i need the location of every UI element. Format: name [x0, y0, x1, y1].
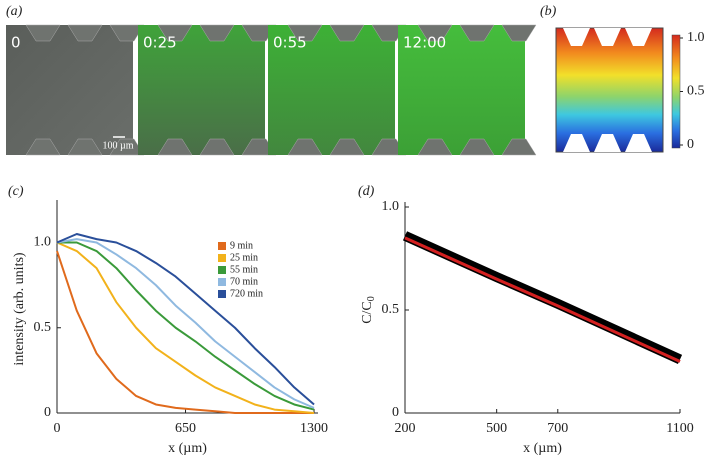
time-label: 12:00 [403, 34, 446, 52]
y-axis-label: C/C0 [360, 296, 377, 324]
y-tick-label: 0 [392, 405, 399, 420]
legend-swatch [218, 266, 226, 274]
y-tick-label: 1.0 [382, 199, 400, 214]
data-line [402, 231, 683, 364]
x-axis-label: x (µm) [523, 441, 562, 456]
colorbar-tick-label: 0.5 [687, 84, 705, 99]
channel-notch [329, 24, 365, 42]
channel-notch [25, 24, 61, 42]
x-tick-label: 700 [547, 421, 568, 436]
x-tick-label: 650 [175, 421, 196, 436]
channel-notch [371, 24, 407, 42]
channel-notch [459, 24, 495, 42]
channel-notch [501, 24, 537, 42]
channel-notch [501, 138, 537, 156]
panel-label: (d) [358, 184, 375, 199]
y-tick-label: 0.5 [34, 320, 52, 335]
x-tick-label: 1100 [666, 421, 693, 436]
panel-label: (c) [8, 184, 24, 199]
channel-notch [417, 24, 453, 42]
channel-notch [109, 24, 145, 42]
channel-notch [157, 24, 193, 42]
channel-notch [287, 138, 323, 156]
micrograph [138, 25, 265, 155]
x-axis-label: x (µm) [168, 441, 207, 456]
channel-notch [157, 138, 193, 156]
y-tick-label: 1.0 [34, 235, 52, 250]
data-line [56, 250, 315, 414]
x-tick-label: 0 [54, 421, 61, 436]
colorbar [671, 34, 681, 149]
legend-label: 55 min [230, 264, 258, 275]
data-line [56, 232, 315, 406]
time-label: 0 [11, 34, 21, 52]
legend-swatch [218, 278, 226, 286]
data-line [56, 238, 315, 409]
channel-notch [417, 138, 453, 156]
x-tick-label: 200 [395, 421, 416, 436]
channel-notch [67, 138, 103, 156]
panel-label: (a) [6, 4, 23, 19]
channel-notch [241, 24, 277, 42]
data-line [404, 236, 681, 363]
x-tick-label: 500 [486, 421, 507, 436]
time-label: 0:55 [273, 34, 307, 52]
legend-swatch [218, 242, 226, 250]
data-line [57, 241, 315, 411]
simulation-map [555, 27, 664, 153]
colorbar-tick-label: 1.0 [687, 30, 705, 45]
scale-bar-label: 100 µm [102, 140, 133, 151]
channel-notch [67, 24, 103, 42]
legend-label: 25 min [230, 252, 258, 263]
time-label: 0:25 [143, 34, 177, 52]
panel-label: (b) [540, 4, 557, 19]
y-axis-label: intensity (arb. units) [12, 252, 27, 365]
y-axis-label-main: C/C [360, 301, 375, 324]
channel-notch [459, 138, 495, 156]
legend-label: 9 min [230, 240, 253, 251]
micrograph [268, 25, 395, 155]
y-tick-label: 0 [44, 405, 51, 420]
micrograph [6, 25, 133, 155]
channel-notch [199, 138, 235, 156]
channel-notch [329, 138, 365, 156]
channel-notch [241, 138, 277, 156]
channel-notch [109, 138, 145, 156]
y-tick-label: 0.5 [382, 302, 400, 317]
colorbar-tick-label: 0 [687, 137, 694, 152]
data-line [56, 241, 315, 414]
legend-swatch [218, 290, 226, 298]
micrograph [398, 25, 525, 155]
y-axis-label-sub: 0 [366, 296, 377, 301]
channel-notch [199, 24, 235, 42]
channel-notch [287, 24, 323, 42]
x-tick-label: 1300 [300, 421, 328, 436]
channel-notch [371, 138, 407, 156]
channel-notch [25, 138, 61, 156]
legend-label: 70 min [230, 276, 258, 287]
legend-label: 720 min [230, 288, 263, 299]
legend-swatch [218, 254, 226, 262]
